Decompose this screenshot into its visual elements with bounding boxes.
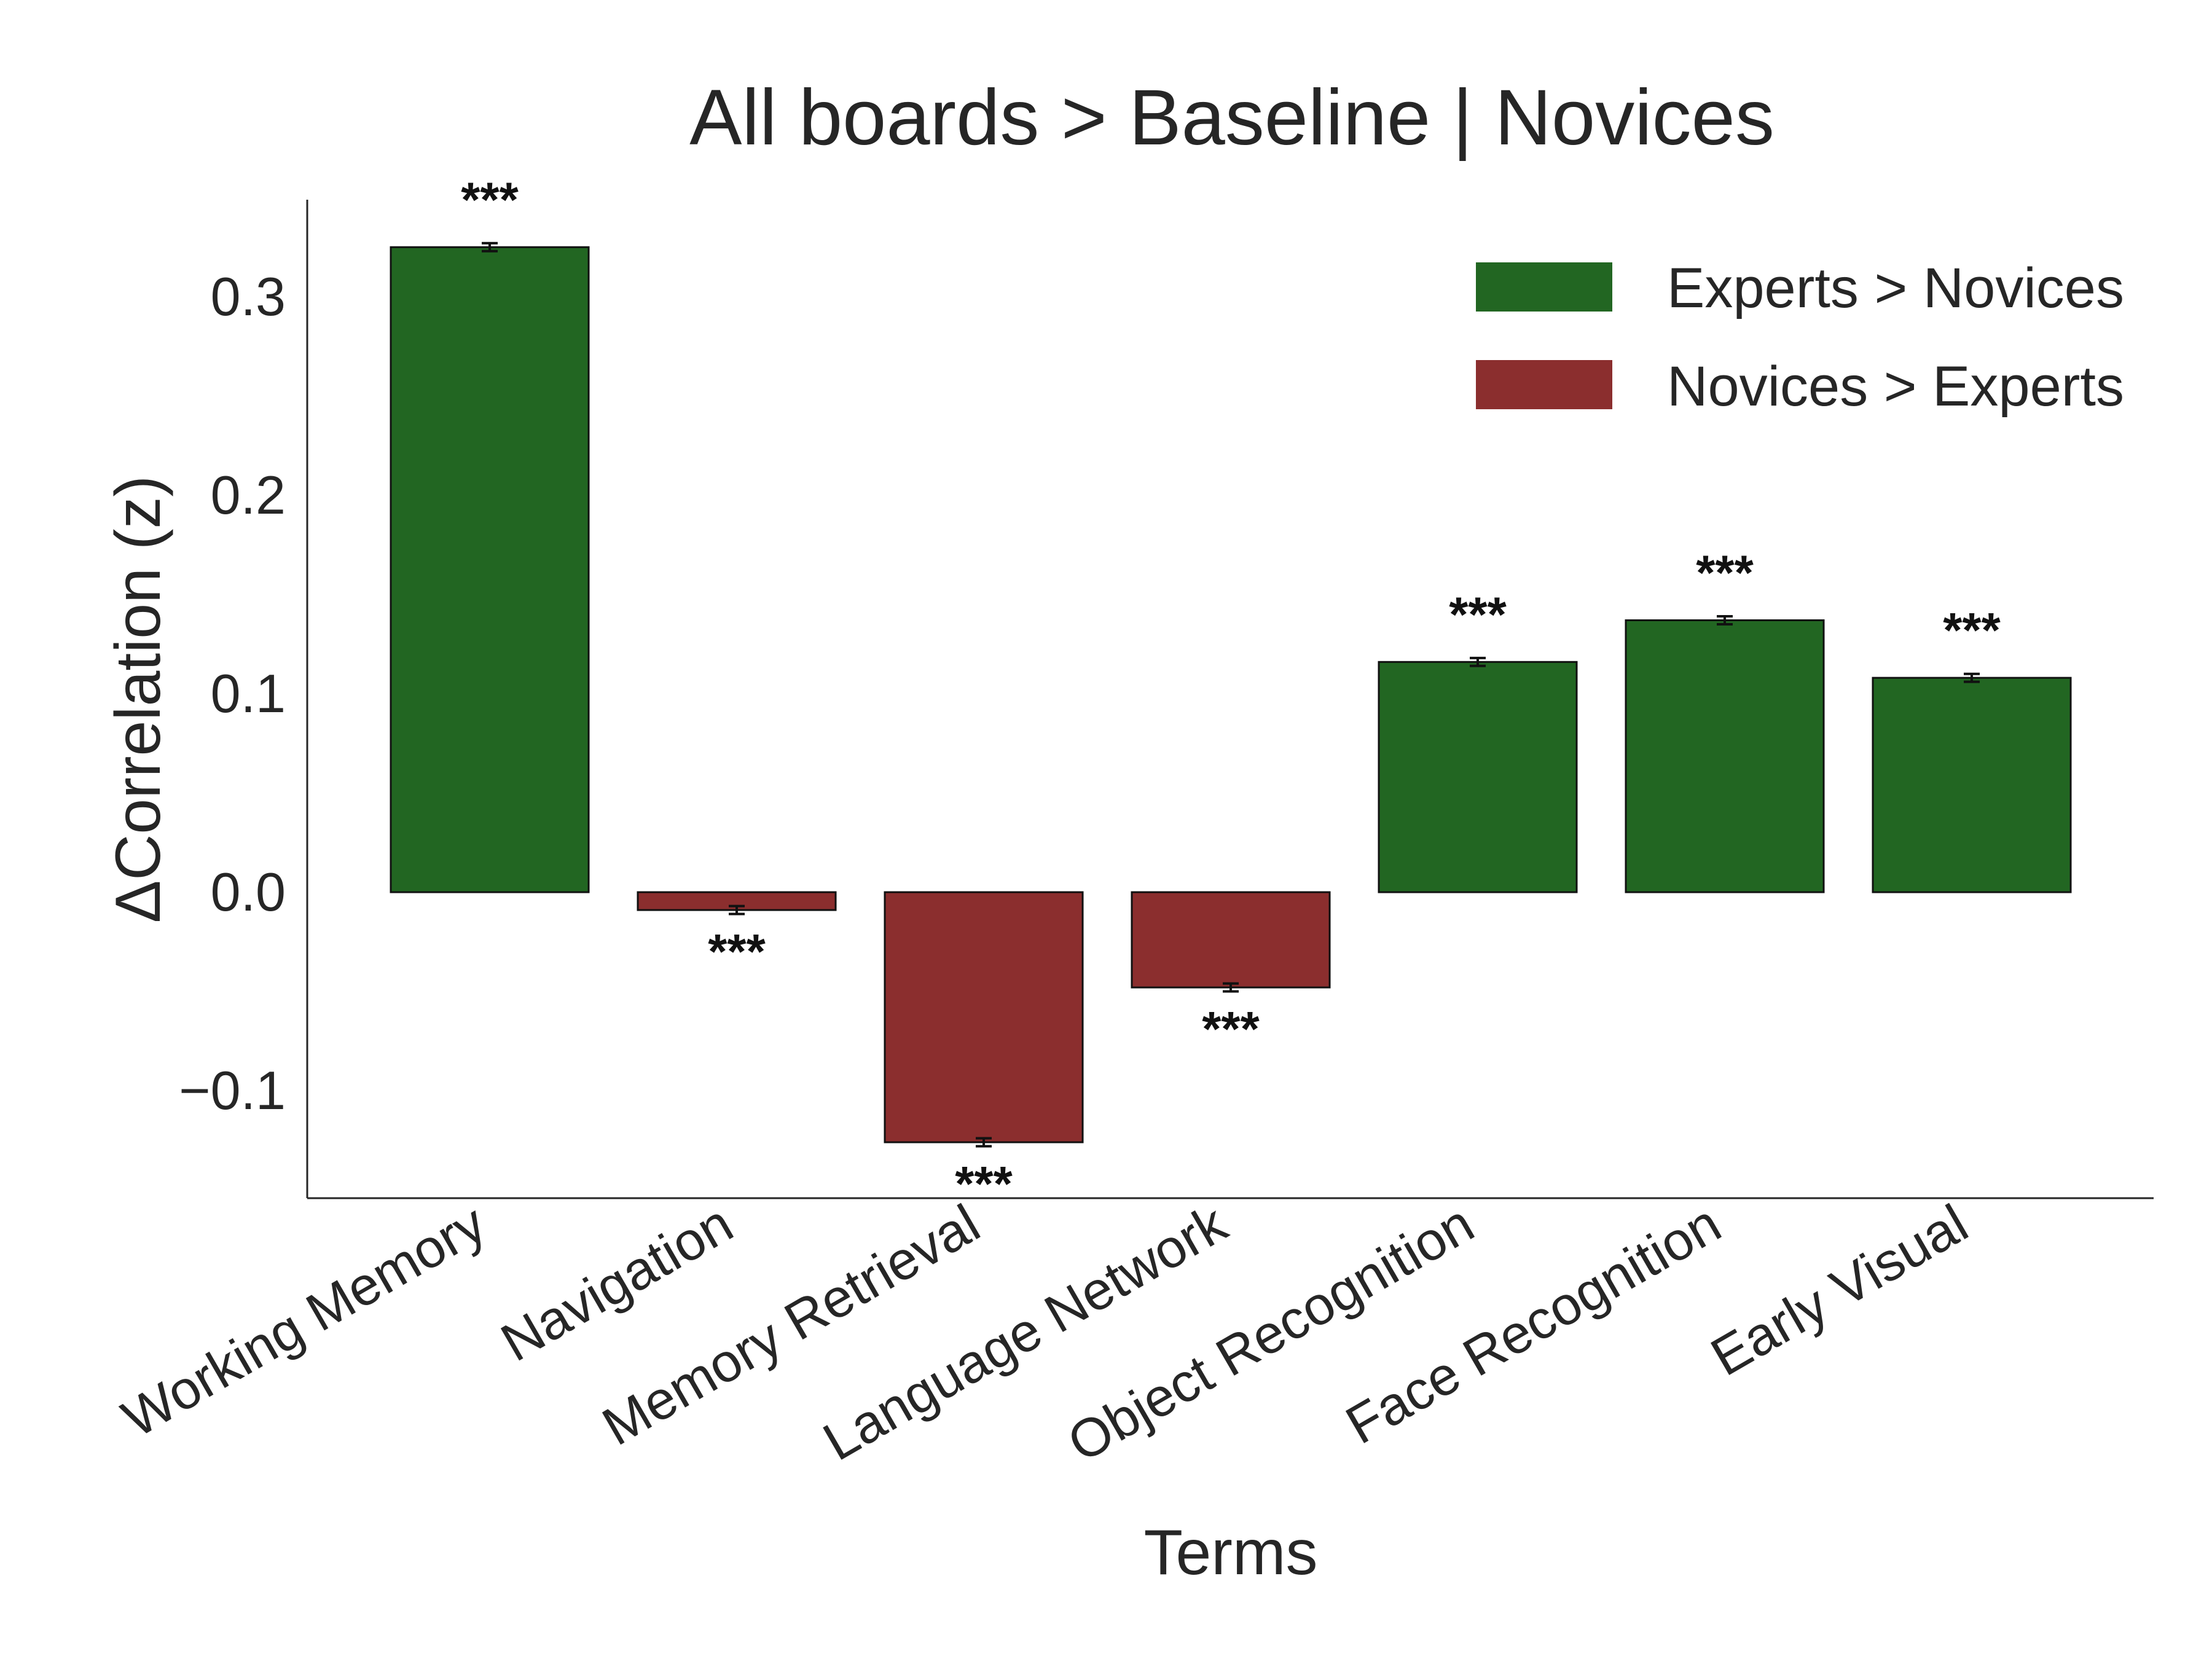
bar-object-recognition: [1378, 661, 1578, 893]
legend-label-experts: Experts > Novices: [1667, 257, 2124, 320]
significance-working-memory: ***: [461, 172, 519, 227]
bar-memory-retrieval: [884, 891, 1084, 1143]
legend-swatch-experts: [1476, 262, 1612, 312]
legend-swatch-novices: [1476, 360, 1612, 409]
x-tick-label-language-network: Language Network: [813, 1192, 1237, 1472]
y-tick-label-4: 0.3: [211, 266, 286, 327]
bar-working-memory: [390, 246, 590, 893]
y-tick-label-0: −0.1: [179, 1060, 286, 1121]
significance-navigation: ***: [708, 924, 766, 979]
significance-memory-retrieval: ***: [955, 1156, 1013, 1211]
y-axis-label: ΔCorrelation (z): [103, 476, 174, 923]
legend-label-novices: Novices > Experts: [1667, 355, 2124, 418]
chart-title: All boards > Baseline | Novices: [689, 74, 1775, 162]
y-tick-label-2: 0.1: [211, 663, 286, 724]
y-tick-label-3: 0.2: [211, 465, 286, 525]
bar-early-visual: [1872, 677, 2072, 893]
significance-object-recognition: ***: [1449, 587, 1507, 641]
significance-language-network: ***: [1202, 1002, 1260, 1056]
error-bars-layer: [482, 241, 1980, 1148]
bar-face-recognition: [1625, 619, 1825, 893]
significance-layer: *** *** *** *** *** *** ***: [461, 172, 2001, 1211]
x-tick-label-object-recognition: Object Recognition: [1057, 1193, 1483, 1474]
significance-early-visual: ***: [1943, 603, 2001, 657]
legend: Experts > Novices Novices > Experts: [1476, 257, 2124, 418]
x-tick-label-working-memory: Working Memory: [112, 1193, 495, 1449]
y-tick-labels: −0.1 0.0 0.1 0.2 0.3: [179, 266, 286, 1121]
bars-layer: [390, 246, 2072, 1143]
x-axis-label: Terms: [1143, 1517, 1317, 1588]
significance-face-recognition: ***: [1696, 545, 1754, 600]
x-tick-label-early-visual: Early Visual: [1701, 1193, 1977, 1387]
bar-language-network: [1131, 891, 1331, 989]
y-tick-label-1: 0.0: [211, 861, 286, 922]
